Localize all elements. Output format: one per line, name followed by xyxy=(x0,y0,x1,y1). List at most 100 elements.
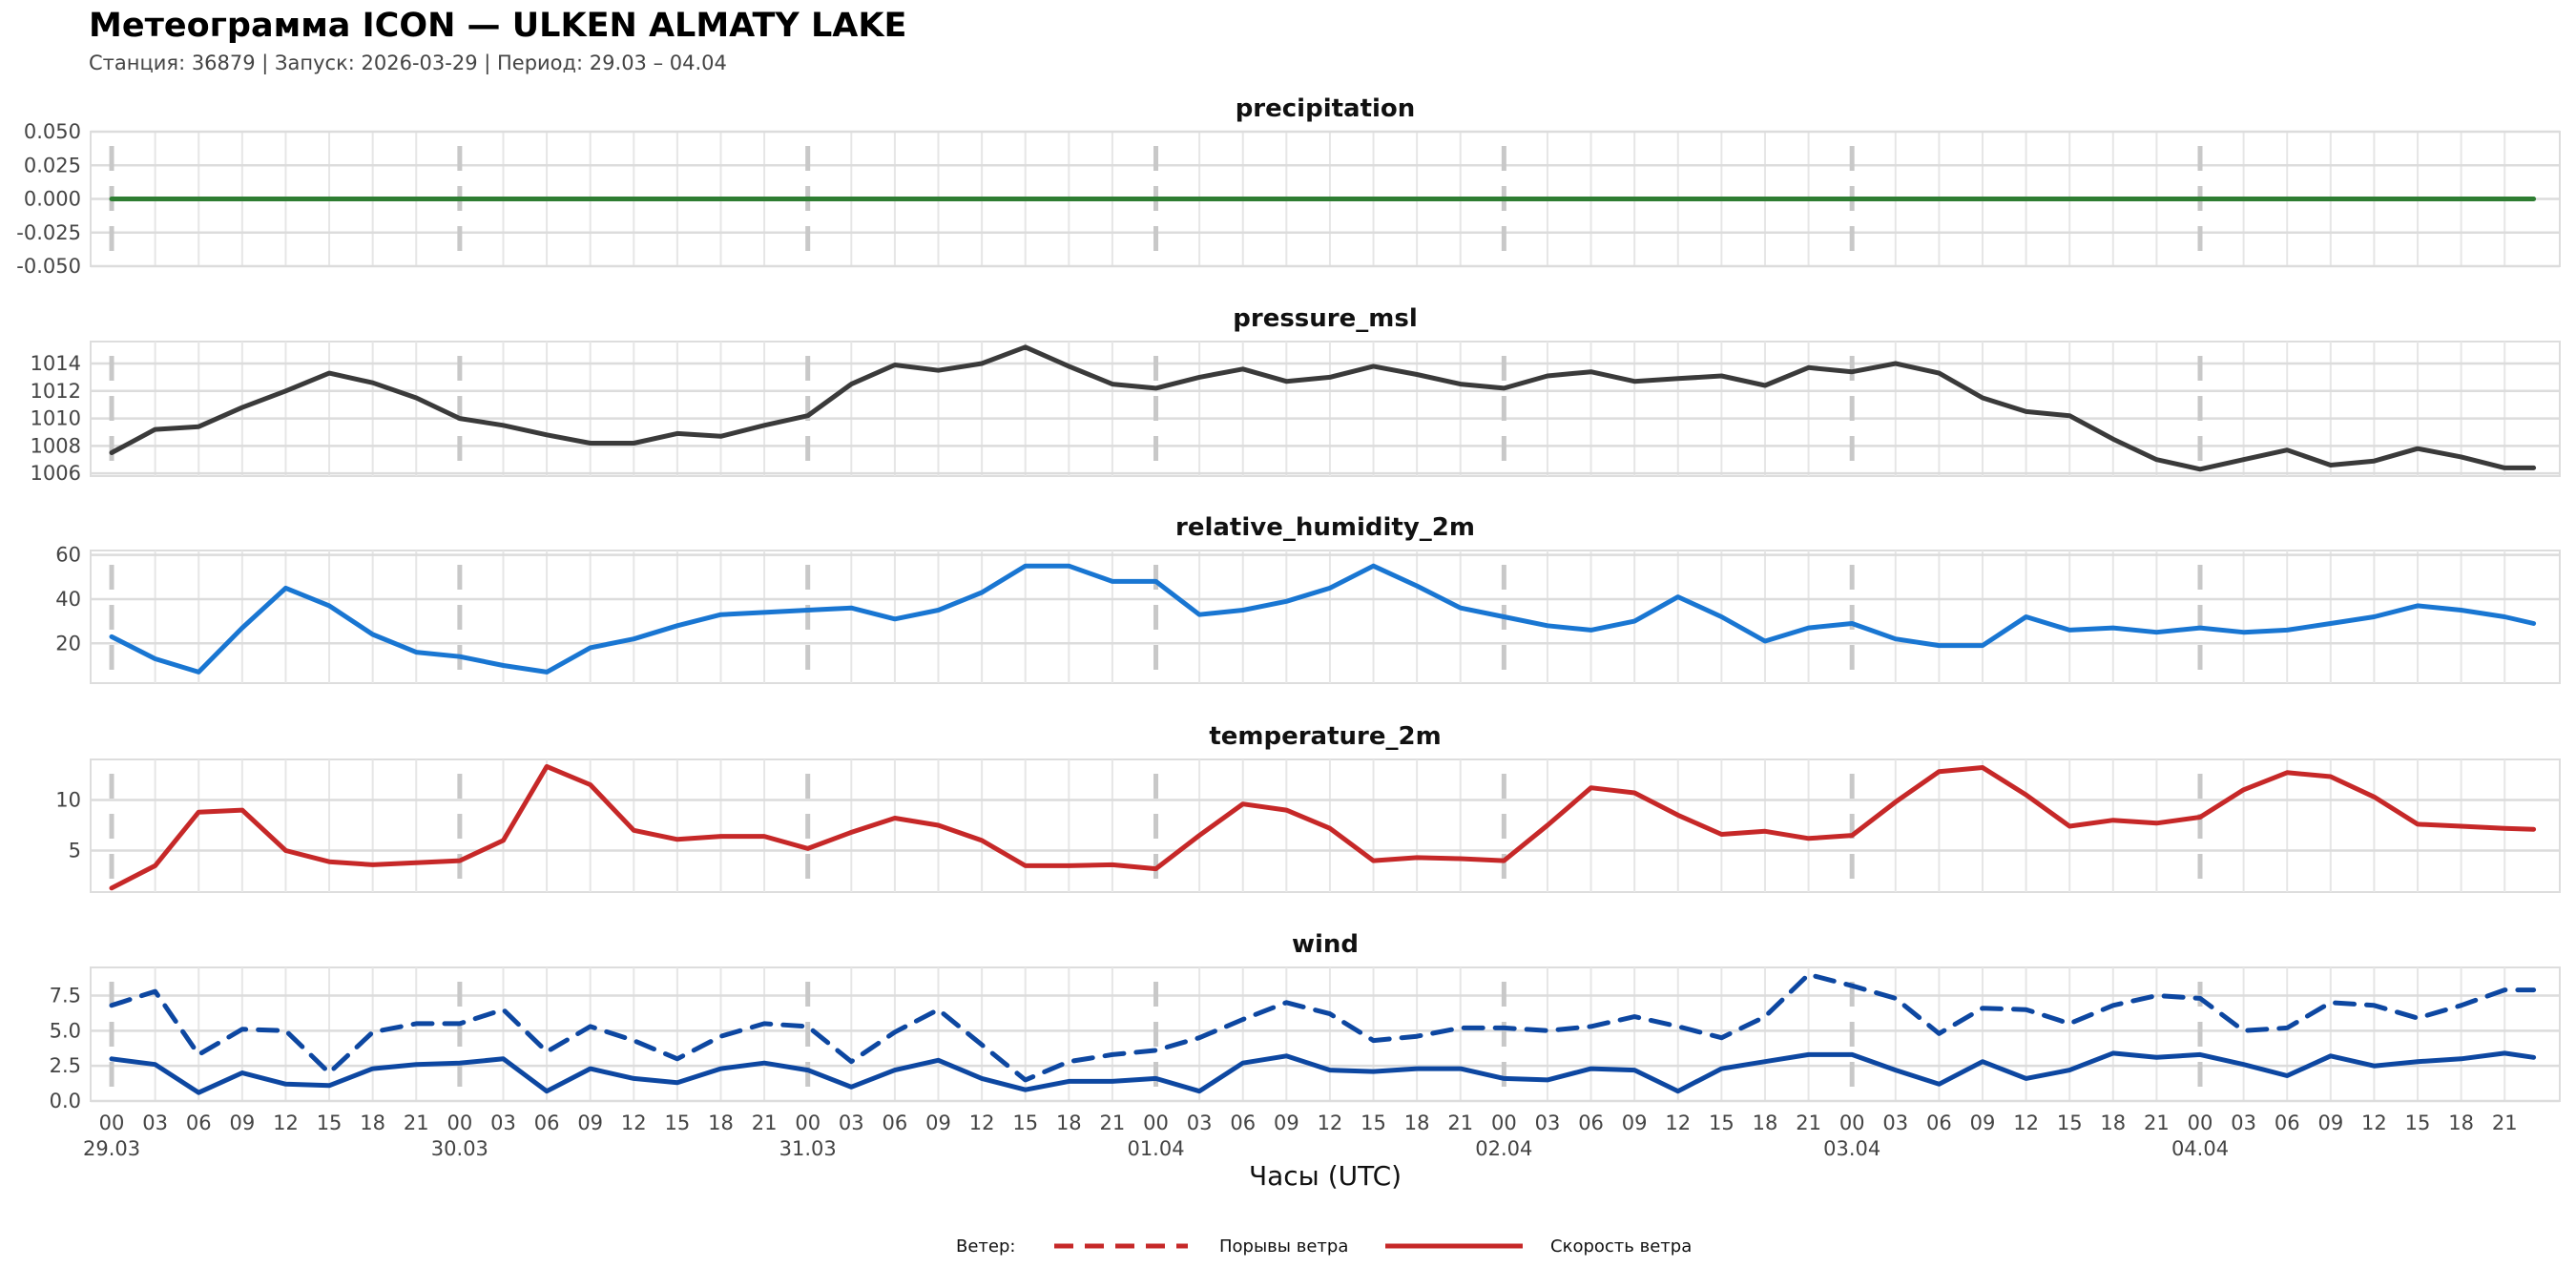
series-line-Скорость-ветра xyxy=(109,1050,2537,1095)
x-axis-label: Часы (UTC) xyxy=(1249,1160,1402,1192)
y-tick-label: -0.025 xyxy=(16,221,81,244)
x-tick-label: 21 xyxy=(1447,1111,1473,1134)
x-tick-label: 12 xyxy=(1665,1111,1691,1134)
chart-title: Метеограмма ICON — ULKEN ALMATY LAKE xyxy=(89,7,906,45)
x-tick-label: 06 xyxy=(186,1111,212,1134)
x-tick-label: 18 xyxy=(1404,1111,1430,1134)
x-tick-label: 18 xyxy=(1753,1111,1778,1134)
x-tick-label: 06 xyxy=(534,1111,560,1134)
x-tick-label: 12 xyxy=(621,1111,647,1134)
x-tick-label: 12 xyxy=(2361,1111,2387,1134)
x-tick-label: 00 xyxy=(99,1111,125,1134)
legend-gust-label: Порывы ветра xyxy=(1219,1236,1348,1257)
x-tick-label: 18 xyxy=(2100,1111,2126,1134)
x-tick-label: 09 xyxy=(1970,1111,1996,1134)
x-tick-label: 15 xyxy=(317,1111,343,1134)
x-day-label: 29.03 xyxy=(83,1137,140,1160)
y-tick-label: 0.000 xyxy=(24,188,81,211)
x-tick-label: 03 xyxy=(1187,1111,1213,1134)
x-tick-label: 09 xyxy=(1274,1111,1299,1134)
x-tick-label: 00 xyxy=(1491,1111,1517,1134)
panel-title: wind xyxy=(1292,930,1359,959)
x-tick-label: 03 xyxy=(490,1111,516,1134)
x-tick-label: 18 xyxy=(1056,1111,1082,1134)
y-tick-label: 1006 xyxy=(31,462,81,485)
x-tick-label: 03 xyxy=(1535,1111,1561,1134)
x-tick-label: 15 xyxy=(2057,1111,2083,1134)
legend: Ветер: Порывы ветра Скорость ветра xyxy=(956,1236,1692,1257)
y-tick-label: 10 xyxy=(55,788,81,811)
x-tick-label: 09 xyxy=(229,1111,255,1134)
x-tick-label: 21 xyxy=(404,1111,429,1134)
y-tick-label: 20 xyxy=(55,632,81,654)
panel-temperature-2m: temperature_2m 10 5 xyxy=(55,722,2561,893)
x-tick-label: 18 xyxy=(708,1111,734,1134)
panel-title: pressure_msl xyxy=(1233,304,1417,333)
y-tick-label: 1008 xyxy=(31,434,81,457)
y-tick-label: 1014 xyxy=(31,352,81,375)
series-line-pressure-msl xyxy=(109,344,2537,472)
x-day-label: 02.04 xyxy=(1475,1137,1532,1160)
panel-wind: wind 7.5 5.0 2.5 0.0 xyxy=(50,930,2561,1112)
x-tick-label: 03 xyxy=(1882,1111,1908,1134)
x-day-label: 01.04 xyxy=(1127,1137,1184,1160)
x-tick-label: 12 xyxy=(1318,1111,1343,1134)
x-tick-label: 21 xyxy=(2492,1111,2518,1134)
panel-title: precipitation xyxy=(1236,94,1416,123)
x-tick-label: 09 xyxy=(577,1111,603,1134)
x-tick-label: 03 xyxy=(839,1111,864,1134)
x-day-label: 04.04 xyxy=(2171,1137,2229,1160)
x-tick-label: 06 xyxy=(883,1111,908,1134)
x-tick-label: 12 xyxy=(969,1111,995,1134)
panel-frame xyxy=(90,550,2561,684)
x-axis: 00 03 06 09 12 15 18 21 00 03 06 09 12 15 18 21 00 03 06 09… xyxy=(83,1111,2518,1160)
panels: precipitation 0.050 0.025 0.000 -0.025 -0.050… xyxy=(16,94,2561,1112)
panel-relative-humidity-2m: relative_humidity_2m 60 40 20 xyxy=(55,513,2561,684)
x-day-label: 31.03 xyxy=(779,1137,837,1160)
x-tick-label: 21 xyxy=(2144,1111,2170,1134)
x-tick-label: 00 xyxy=(1839,1111,1865,1134)
legend-title: Ветер: xyxy=(956,1236,1015,1257)
panel-pressure-msl: pressure_msl 1014 1012 1010 1008 1006 xyxy=(31,304,2561,485)
x-tick-label: 06 xyxy=(1578,1111,1604,1134)
y-tick-label: 60 xyxy=(55,544,81,567)
y-tick-label: 0.0 xyxy=(50,1090,81,1112)
x-tick-label: 09 xyxy=(2317,1111,2343,1134)
x-tick-label: 15 xyxy=(1361,1111,1386,1134)
legend-speed-label: Скорость ветра xyxy=(1550,1236,1692,1257)
x-tick-label: 21 xyxy=(1100,1111,1126,1134)
y-tick-label: 40 xyxy=(55,588,81,611)
x-day-label: 03.04 xyxy=(1823,1137,1880,1160)
y-tick-label: 1012 xyxy=(31,380,81,403)
series-line-temperature-2m xyxy=(109,763,2537,891)
x-tick-label: 18 xyxy=(360,1111,385,1134)
panel-frame xyxy=(90,966,2561,1102)
x-tick-label: 12 xyxy=(2013,1111,2039,1134)
x-tick-label: 15 xyxy=(665,1111,691,1134)
x-tick-label: 09 xyxy=(925,1111,951,1134)
x-tick-label: 18 xyxy=(2448,1111,2474,1134)
series-line-relative-humidity-2m xyxy=(109,563,2537,675)
y-tick-label: 5 xyxy=(69,839,81,862)
x-tick-label: 00 xyxy=(795,1111,821,1134)
series-line-Порывы-ветра xyxy=(109,971,2537,1083)
y-tick-label: 5.0 xyxy=(50,1019,81,1042)
x-tick-label: 06 xyxy=(1926,1111,1952,1134)
y-tick-label: 2.5 xyxy=(50,1054,81,1077)
x-tick-label: 12 xyxy=(273,1111,299,1134)
x-tick-label: 15 xyxy=(1709,1111,1735,1134)
x-tick-label: 15 xyxy=(1012,1111,1038,1134)
x-tick-label: 00 xyxy=(2188,1111,2213,1134)
x-tick-label: 21 xyxy=(1796,1111,1821,1134)
x-tick-label: 09 xyxy=(1622,1111,1648,1134)
y-tick-label: 7.5 xyxy=(50,984,81,1007)
x-tick-label: 21 xyxy=(752,1111,778,1134)
x-tick-label: 03 xyxy=(2231,1111,2256,1134)
y-tick-label: 0.025 xyxy=(24,154,81,177)
x-tick-label: 06 xyxy=(1230,1111,1256,1134)
x-tick-label: 06 xyxy=(2275,1111,2300,1134)
y-tick-label: -0.050 xyxy=(16,255,81,278)
panel-title: relative_humidity_2m xyxy=(1175,513,1475,542)
panel-title: temperature_2m xyxy=(1209,722,1441,751)
